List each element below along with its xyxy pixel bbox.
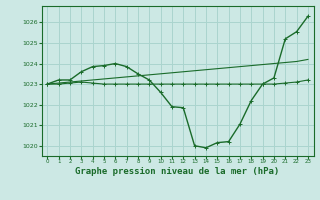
X-axis label: Graphe pression niveau de la mer (hPa): Graphe pression niveau de la mer (hPa) bbox=[76, 167, 280, 176]
